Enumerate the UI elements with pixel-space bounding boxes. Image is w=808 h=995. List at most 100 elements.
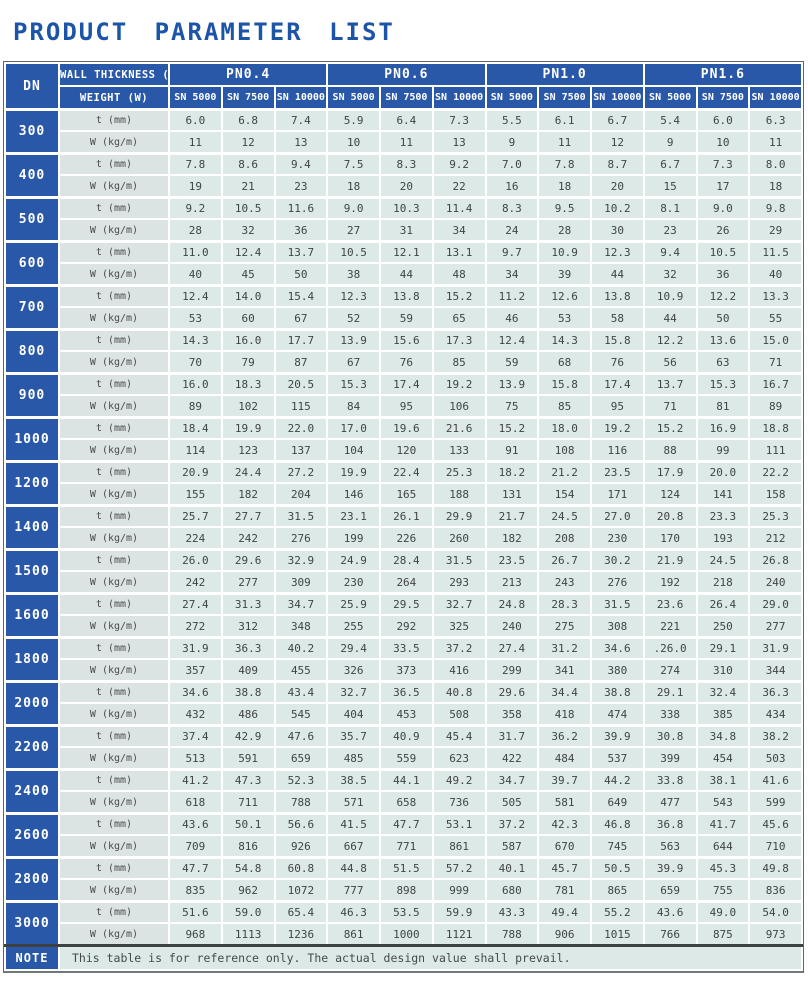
weight-value-cell: 133 [431,438,487,463]
weight-value-cell: 623 [431,746,487,771]
weight-value-cell: 23 [642,218,698,243]
weight-value-cell: 309 [273,570,329,595]
row-label-thickness: t (mm) [58,195,170,221]
thickness-value-cell: 27.2 [273,459,329,485]
thickness-value-cell: 59.9 [431,899,487,925]
thickness-value-cell: 15.4 [273,283,329,309]
weight-value-cell: 644 [695,834,751,859]
weight-value-cell: 44 [590,262,645,287]
weight-value-cell: 455 [273,658,329,683]
weight-value-cell: 44 [642,306,698,331]
col-header-pn-group: PN0.4 [167,62,329,88]
thickness-value-cell: 40.8 [431,679,487,705]
weight-value-cell: 59 [379,306,434,331]
thickness-value-cell: 9.5 [537,195,592,221]
weight-value-cell: 1236 [273,922,329,947]
weight-value-cell: 325 [431,614,487,639]
thickness-value-cell: 13.1 [431,239,487,265]
weight-value-cell: 865 [590,878,645,903]
weight-value-cell: 67 [273,306,329,331]
weight-value-cell: 171 [590,482,645,507]
thickness-value-cell: 6.7 [642,151,698,177]
weight-value-cell: 67 [326,350,381,375]
weight-value-cell: 563 [642,834,698,859]
weight-value-cell: 326 [326,658,381,683]
weight-value-cell: 513 [168,746,223,771]
weight-value-cell: 27 [326,218,381,243]
thickness-value-cell: 13.9 [326,327,381,353]
weight-value-cell: 48 [431,262,487,287]
row-label-thickness: t (mm) [58,327,170,353]
thickness-value-cell: 23.1 [326,503,381,529]
thickness-value-cell: 31.5 [273,503,329,529]
thickness-value-cell: 23.5 [484,547,540,573]
weight-value-cell: 348 [273,614,329,639]
dn-cell: 500 [4,195,60,243]
thickness-value-cell: 39.9 [642,855,698,881]
thickness-value-cell: 38.1 [695,767,751,793]
weight-value-cell: 120 [379,438,434,463]
weight-value-cell: 106 [431,394,487,419]
weight-value-cell: 79 [220,350,276,375]
dn-cell: 1000 [4,415,60,463]
row-label-weight: W (kg/m) [58,218,170,243]
thickness-value-cell: 42.3 [537,811,592,837]
weight-value-cell: 53 [537,306,592,331]
thickness-value-cell: 33.8 [642,767,698,793]
weight-value-cell: 10 [326,130,381,155]
row-label-thickness: t (mm) [58,107,170,133]
thickness-value-cell: 12.4 [220,239,276,265]
weight-value-cell: 63 [695,350,751,375]
row-label-thickness: t (mm) [58,459,170,485]
thickness-value-cell: 40.2 [273,635,329,661]
weight-value-cell: 736 [431,790,487,815]
weight-value-cell: 20 [379,174,434,199]
thickness-value-cell: 23.6 [642,591,698,617]
thickness-value-cell: 12.3 [590,239,645,265]
weight-value-cell: 277 [748,614,803,639]
thickness-value-cell: 8.0 [748,151,803,177]
thickness-value-cell: 31.9 [748,635,803,661]
weight-value-cell: 111 [748,438,803,463]
thickness-value-cell: 28.3 [537,591,592,617]
dn-cell: 2400 [4,767,60,815]
thickness-value-cell: 26.4 [695,591,751,617]
weight-value-cell: 19 [168,174,223,199]
weight-value-cell: 20 [590,174,645,199]
weight-value-cell: 276 [590,570,645,595]
weight-value-cell: 21 [220,174,276,199]
col-header-pn-group: PN1.6 [642,62,804,88]
thickness-value-cell: 34.7 [273,591,329,617]
row-label-weight: W (kg/m) [58,526,170,551]
col-header-sn: SN 5000 [484,85,540,111]
thickness-value-cell: 15.2 [484,415,540,441]
weight-value-cell: 274 [642,658,698,683]
weight-value-cell: 771 [379,834,434,859]
weight-value-cell: 12 [220,130,276,155]
weight-value-cell: 15 [642,174,698,199]
thickness-value-cell: 24.8 [484,591,540,617]
thickness-value-cell: 29.5 [379,591,434,617]
weight-value-cell: 240 [748,570,803,595]
weight-value-cell: 85 [537,394,592,419]
thickness-value-cell: 37.2 [431,635,487,661]
thickness-value-cell: 39.7 [537,767,592,793]
thickness-value-cell: 9.0 [695,195,751,221]
thickness-value-cell: 15.3 [695,371,751,397]
weight-value-cell: 454 [695,746,751,771]
thickness-value-cell: 15.2 [642,415,698,441]
weight-value-cell: 1015 [590,922,645,947]
thickness-value-cell: .26.0 [642,635,698,661]
weight-value-cell: 581 [537,790,592,815]
weight-value-cell: 188 [431,482,487,507]
weight-value-cell: 587 [484,834,540,859]
thickness-value-cell: 49.4 [537,899,592,925]
thickness-value-cell: 13.7 [273,239,329,265]
dn-cell: 2000 [4,679,60,727]
thickness-value-cell: 12.6 [537,283,592,309]
weight-value-cell: 709 [168,834,223,859]
thickness-value-cell: 10.5 [220,195,276,221]
thickness-value-cell: 34.6 [168,679,223,705]
